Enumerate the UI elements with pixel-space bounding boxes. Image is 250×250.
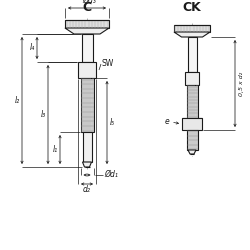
Polygon shape	[188, 150, 196, 154]
Bar	[78, 62, 96, 78]
Text: CK: CK	[182, 1, 202, 14]
Polygon shape	[174, 32, 210, 37]
Bar	[185, 72, 199, 85]
Bar	[80, 78, 94, 132]
Text: l₅: l₅	[110, 118, 114, 127]
Bar	[82, 132, 92, 162]
Bar	[182, 118, 202, 130]
Polygon shape	[65, 28, 109, 34]
Bar	[188, 37, 196, 72]
Text: Ød₃: Ød₃	[82, 0, 96, 5]
Text: C: C	[82, 1, 92, 14]
Bar	[186, 130, 198, 150]
Text: e: e	[164, 118, 170, 126]
Text: l₁: l₁	[52, 145, 58, 154]
Bar	[82, 34, 92, 62]
Text: l₃: l₃	[40, 110, 46, 119]
Text: Ød₁: Ød₁	[104, 170, 118, 178]
Text: d₂: d₂	[83, 184, 91, 194]
Text: SW: SW	[101, 60, 113, 68]
Text: l₄: l₄	[30, 44, 35, 52]
Bar	[174, 25, 210, 32]
Bar	[186, 85, 198, 118]
Text: 0,5 x d₂: 0,5 x d₂	[240, 72, 244, 96]
Text: l₂: l₂	[14, 96, 20, 105]
Bar	[65, 20, 109, 28]
Polygon shape	[82, 162, 92, 167]
